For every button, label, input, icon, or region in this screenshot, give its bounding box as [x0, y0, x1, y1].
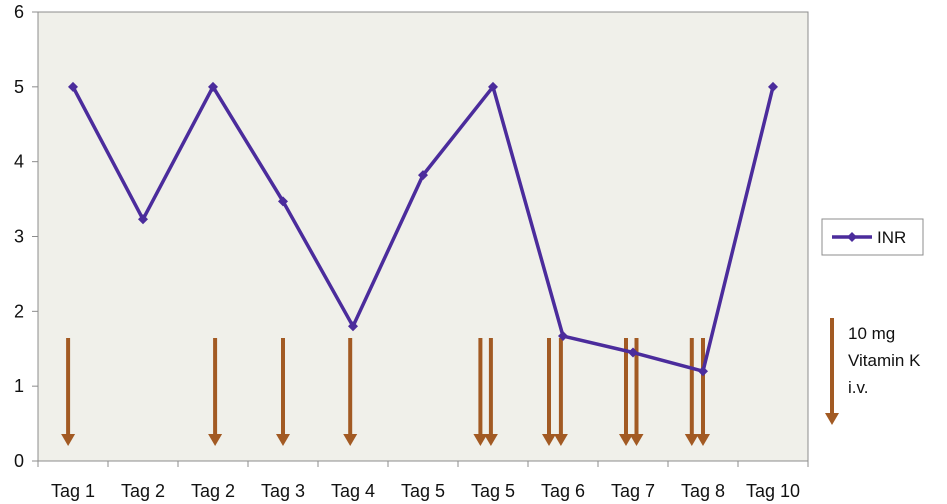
x-tick-label: Tag 1: [51, 481, 95, 501]
x-tick-label: Tag 2: [121, 481, 165, 501]
vitamin-k-arrow: [684, 338, 699, 446]
legend-label-vitamin-k: Vitamin K: [848, 351, 921, 370]
vitamin-k-arrow: [542, 338, 556, 446]
legend: INR 10 mg Vitamin K i.v.: [821, 218, 924, 425]
inr-point: [488, 81, 498, 92]
x-tick-label: Tag 5: [471, 481, 515, 501]
vitamin-k-arrow: [483, 338, 498, 446]
vitamin-k-arrows: [61, 338, 710, 446]
inr-series: [68, 81, 778, 377]
inr-point: [698, 366, 708, 377]
y-tick-label: 3: [14, 227, 24, 247]
y-tick-label: 1: [14, 376, 24, 396]
x-tick-label: Tag 8: [681, 481, 725, 501]
x-tick-label: Tag 10: [746, 481, 800, 501]
legend-marker: [847, 232, 857, 242]
vitamin-k-arrow: [696, 338, 710, 446]
inr-point: [138, 214, 148, 225]
plot-area: [37, 11, 809, 462]
legend-label-vitamin-k: 10 mg: [848, 324, 895, 343]
vitamin-k-arrow: [61, 338, 76, 446]
y-axis: 0 1 2 3 4 5 6: [14, 2, 38, 471]
y-tick-label: 6: [14, 2, 24, 22]
inr-point: [278, 196, 288, 207]
inr-point: [348, 321, 358, 332]
vitamin-k-arrow: [553, 338, 568, 446]
vitamin-k-arrow: [208, 338, 223, 446]
y-tick-label: 5: [14, 77, 24, 97]
x-tick-label: Tag 5: [401, 481, 445, 501]
x-tick-label: Tag 3: [261, 481, 305, 501]
inr-point: [768, 81, 778, 92]
legend-label-vitamin-k: i.v.: [848, 378, 868, 397]
inr-point: [558, 331, 568, 342]
vitamin-k-arrow: [619, 338, 633, 446]
y-tick-label: 4: [14, 152, 24, 172]
x-tick-label: Tag 6: [541, 481, 585, 501]
inr-point: [208, 81, 218, 92]
x-axis: Tag 1 Tag 2 Tag 2 Tag 3 Tag 4 Tag 5 Tag 5 Tag 6…: [37, 461, 809, 501]
x-tick-label: Tag 2: [191, 481, 235, 501]
legend-vitamin-k-arrow: [825, 318, 839, 425]
inr-point: [68, 81, 78, 92]
y-tick-label: 0: [14, 451, 24, 471]
inr-point: [418, 170, 428, 181]
inr-point: [628, 347, 638, 358]
vitamin-k-arrow: [276, 338, 290, 446]
y-tick-label: 2: [14, 301, 24, 321]
vitamin-k-arrow: [343, 338, 358, 446]
x-tick-label: Tag 4: [331, 481, 375, 501]
x-tick-label: Tag 7: [611, 481, 655, 501]
vitamin-k-arrow: [473, 338, 488, 446]
legend-label-inr: INR: [877, 228, 906, 247]
plot-frame: [37, 11, 809, 462]
